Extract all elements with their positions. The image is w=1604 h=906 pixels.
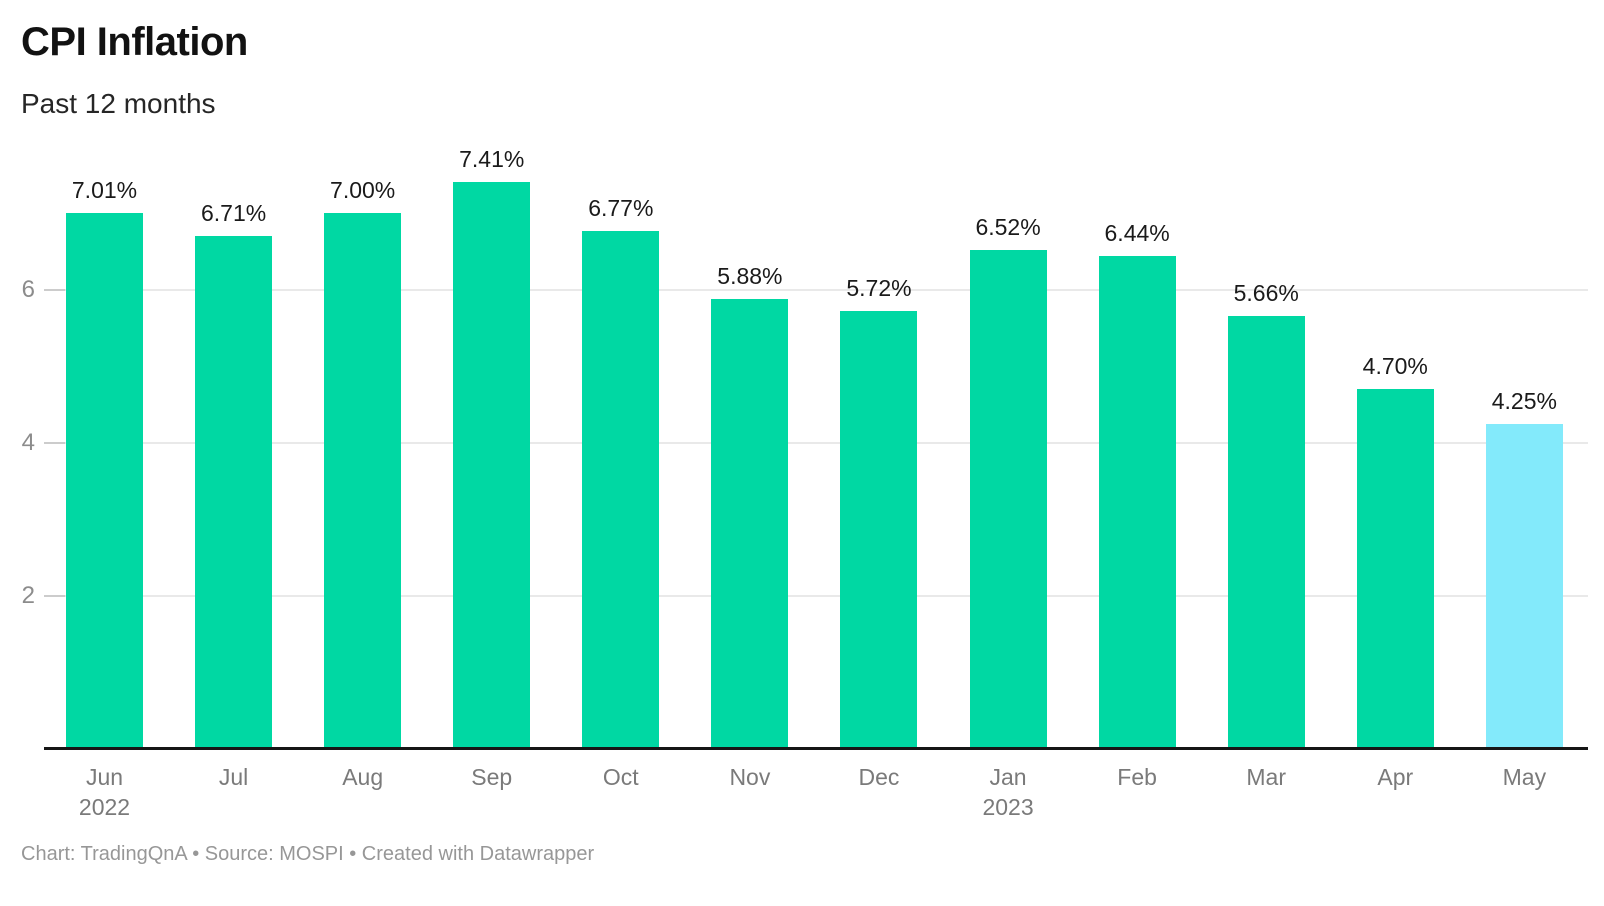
x-axis-label-jan: Jan 2023	[982, 764, 1034, 820]
bar-value-label-jan: 6.52%	[975, 214, 1041, 241]
bar-value-label-feb: 6.44%	[1104, 220, 1170, 247]
x-axis-label-sep: Sep	[471, 764, 513, 790]
x-axis-year-label-2022: 2022	[78, 794, 131, 820]
bar-may	[1485, 423, 1563, 749]
chart-subtitle: Past 12 months	[21, 88, 216, 119]
bar-dec	[840, 311, 918, 749]
y-axis-label-4: 4	[21, 428, 35, 456]
bar-column-may: 4.25% May	[1485, 140, 1563, 790]
bar-value-label-dec: 5.72%	[846, 275, 912, 302]
bar-value-label-aug: 7.00%	[330, 177, 396, 204]
bar-mar	[1227, 315, 1305, 749]
x-axis-label-mar: Mar	[1246, 764, 1287, 790]
x-axis-label-oct: Oct	[602, 764, 639, 790]
bar-aug	[324, 213, 402, 749]
x-axis-label-may: May	[1502, 764, 1547, 790]
bar-sep	[453, 182, 531, 749]
chart-header: CPI Inflation Past 12 months	[21, 20, 248, 120]
chart-title: CPI Inflation	[21, 20, 248, 64]
y-axis-label-2: 2	[21, 582, 35, 609]
y-axis-label-6: 6	[21, 275, 35, 303]
bar-feb	[1098, 256, 1176, 749]
bar-nov	[711, 299, 789, 749]
bar-jun	[66, 212, 143, 749]
x-axis-label-nov: Nov	[729, 764, 771, 790]
bar-column-apr: 4.70% Apr	[1356, 140, 1434, 790]
x-axis-label-aug: Aug	[342, 764, 384, 790]
bar-jan	[969, 250, 1047, 749]
bar-column-aug: 7.00% Aug	[324, 140, 402, 790]
bar-value-label-mar: 5.66%	[1233, 279, 1299, 306]
bar-value-label-may: 4.25%	[1491, 387, 1557, 414]
bar-jul	[195, 235, 273, 749]
gridline-6	[44, 288, 1588, 291]
x-axis-label-jul: Jul	[218, 764, 249, 790]
bar-column-jun: 7.01% Jun 2022	[66, 140, 143, 820]
bar-oct	[582, 231, 660, 749]
bar-column-sep: 7.41% Sep	[453, 140, 531, 790]
bar-value-label-jun: 7.01%	[71, 176, 138, 203]
bar-column-oct: 6.77% Oct	[582, 140, 660, 790]
x-axis-label-feb: Feb	[1117, 764, 1157, 790]
x-axis-line	[44, 747, 1588, 750]
bar-column-feb: 6.44% Feb	[1098, 140, 1176, 790]
bar-value-label-oct: 6.77%	[588, 195, 654, 222]
x-axis-label-jun: Jun 2022	[78, 764, 131, 820]
plot-area: 2 4 6 7.01% Jun 2022 6.71% Jul 7.00% Aug 7.41% Sep…	[22, 140, 1588, 820]
bar-column-dec: 5.72% Dec	[840, 140, 918, 790]
x-axis-year-label-2023: 2023	[982, 794, 1034, 820]
gridline-4	[44, 441, 1588, 444]
bar-value-label-nov: 5.88%	[717, 263, 783, 290]
x-axis-label-apr: Apr	[1377, 764, 1414, 790]
bar-value-label-jul: 6.71%	[200, 199, 267, 226]
x-axis-label-dec: Dec	[858, 764, 900, 790]
bar-column-nov: 5.88% Nov	[711, 140, 789, 790]
gridline-2	[44, 595, 1588, 597]
bar-column-jan: 6.52% Jan 2023	[969, 140, 1047, 820]
bar-column-jul: 6.71% Jul	[195, 140, 273, 790]
bar-apr	[1356, 389, 1434, 749]
bar-value-label-sep: 7.41%	[459, 146, 525, 173]
chart-footer: Chart: TradingQnA • Source: MOSPI • Crea…	[21, 843, 595, 865]
bar-value-label-apr: 4.70%	[1362, 353, 1428, 380]
bars-layer: 7.01% Jun 2022 6.71% Jul 7.00% Aug 7.41% Sep 6.77…	[66, 140, 1563, 820]
bar-column-mar: 5.66% Mar	[1227, 140, 1305, 790]
